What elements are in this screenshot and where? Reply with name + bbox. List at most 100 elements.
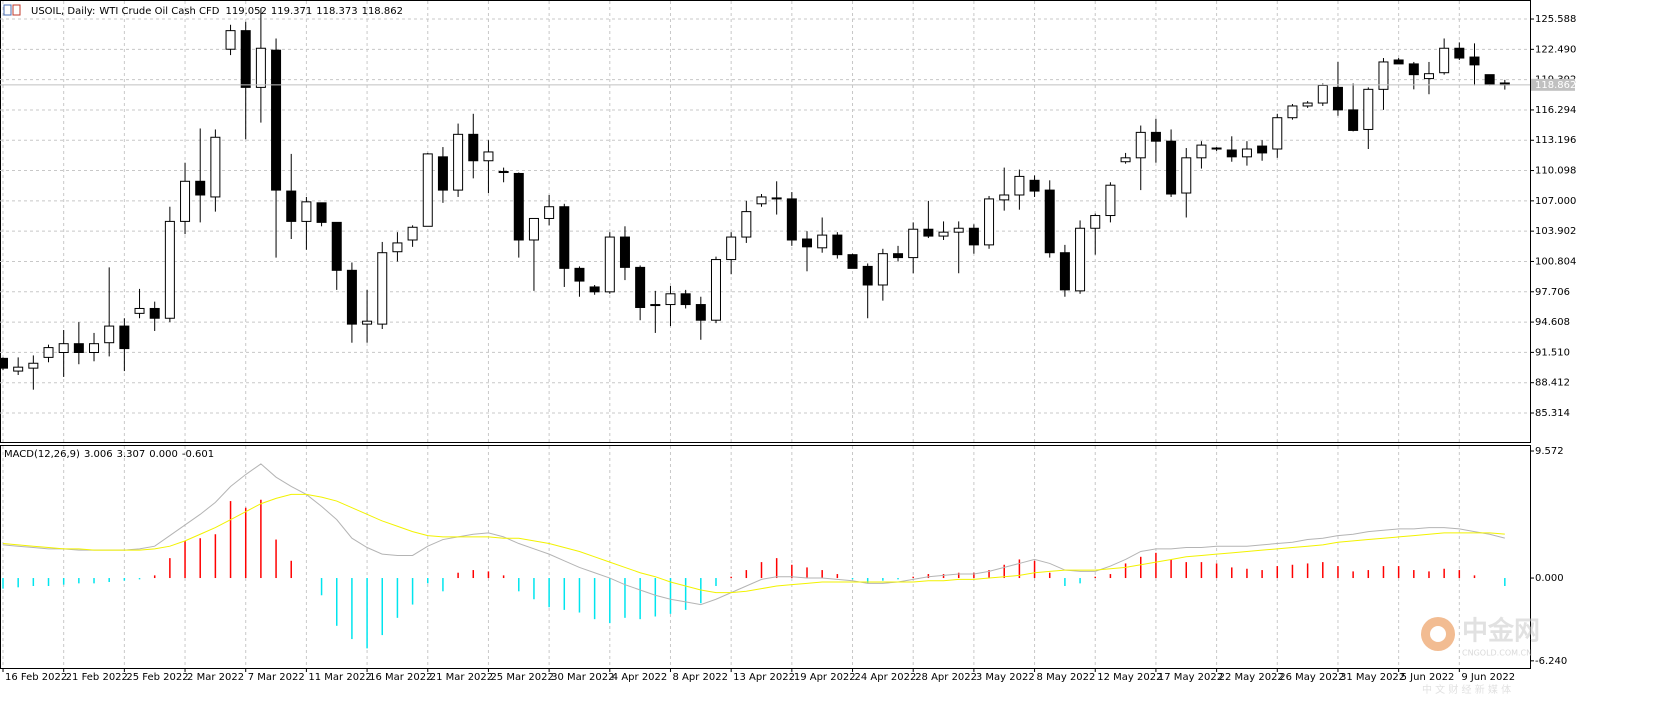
indicator-line	[2, 493, 1505, 594]
candle-body	[1393, 59, 1404, 65]
x-tick-label: 2 Mar 2022	[187, 672, 244, 683]
candle-body	[741, 211, 752, 238]
y-tick-label: 122.490	[1535, 44, 1576, 55]
candle-body	[923, 228, 934, 237]
candle-body	[301, 201, 312, 222]
candle-body	[104, 325, 115, 344]
candle-body	[528, 217, 539, 241]
x-tick-label: 25 Mar 2022	[490, 672, 553, 683]
candle-body	[498, 171, 509, 174]
candle-body	[1044, 189, 1055, 254]
current-price-label: 118.862	[1535, 80, 1576, 91]
candle-body	[240, 30, 251, 88]
candle-body	[1363, 88, 1374, 130]
x-tick-label: 26 May 2022	[1279, 672, 1344, 683]
candle-body	[1272, 117, 1283, 150]
watermark-name: 中金网	[1462, 616, 1540, 647]
candle-body	[544, 206, 555, 219]
candle-body	[893, 253, 904, 259]
header-icon	[3, 4, 12, 16]
candle-body	[984, 198, 995, 246]
x-tick-label: 19 Apr 2022	[794, 672, 856, 683]
candle-body	[908, 228, 919, 259]
macd-readout: 3.006	[84, 449, 113, 460]
y-tick-label: 107.000	[1535, 196, 1576, 207]
candle-body	[635, 266, 646, 308]
candle-body	[422, 153, 433, 227]
x-tick-label: 8 Apr 2022	[672, 672, 727, 683]
candle-body	[589, 286, 600, 293]
low-readout: 118.373	[316, 6, 357, 17]
candle-body	[771, 197, 782, 200]
candle-body	[1135, 131, 1146, 159]
candle-body	[271, 49, 282, 191]
x-tick-label: 8 May 2022	[1037, 672, 1096, 683]
candle-body	[225, 30, 236, 50]
candle-body	[453, 133, 464, 191]
description: WTI Crude Oil Cash CFD	[99, 6, 219, 17]
watermark-site: CNGOLD.COM.CN	[1462, 649, 1532, 658]
candle-body	[877, 253, 888, 286]
candle-body	[43, 347, 54, 358]
candle-body	[149, 307, 160, 319]
candle-body	[1469, 56, 1480, 66]
candle-body	[1196, 144, 1207, 159]
y-tick-label: -6.240	[1535, 656, 1567, 667]
header: USOIL, Daily: WTI Crude Oil Cash CFD 119.0…	[3, 4, 403, 460]
candle-body	[1302, 102, 1313, 107]
candle-body	[1059, 252, 1070, 291]
symbol: USOIL, Daily:	[31, 6, 95, 17]
candle-body	[968, 227, 979, 246]
candle-body	[832, 234, 843, 256]
candle-body	[286, 190, 297, 222]
x-tick-label: 21 Mar 2022	[430, 672, 493, 683]
candle-body	[73, 343, 84, 353]
candle-body	[346, 269, 357, 325]
x-tick-label: 30 Mar 2022	[551, 672, 614, 683]
candle-body	[377, 252, 388, 325]
y-tick-label: 103.902	[1535, 226, 1576, 237]
candle-body	[1332, 86, 1343, 111]
x-tick-label: 12 May 2022	[1097, 672, 1162, 683]
header-text: USOIL, Daily: WTI Crude Oil Cash CFD 119.0…	[31, 6, 403, 17]
x-tick-label: 25 Feb 2022	[126, 672, 188, 683]
candle-body	[559, 206, 570, 269]
indicator-line	[2, 463, 1505, 606]
candle-layer	[0, 8, 1530, 390]
candle-body	[953, 227, 964, 233]
candle-body	[802, 238, 813, 248]
x-tick-label: 31 May 2022	[1340, 672, 1405, 683]
candle-body	[1423, 73, 1434, 80]
candle-body	[695, 304, 706, 321]
open-readout: 119.052	[226, 6, 267, 17]
x-tick-label: 24 Apr 2022	[855, 672, 917, 683]
candle-body	[1211, 147, 1222, 150]
x-tick-label: 21 Feb 2022	[66, 672, 128, 683]
y-tick-label: 110.098	[1535, 166, 1576, 177]
candle-body	[1181, 157, 1192, 194]
candle-body	[1166, 140, 1177, 195]
candle-body	[331, 221, 342, 271]
candle-body	[1105, 184, 1116, 217]
candle-body	[726, 236, 737, 261]
candle-body	[817, 234, 828, 249]
y-tick-label: 100.804	[1535, 256, 1576, 267]
candle-body	[210, 136, 221, 198]
candle-body	[1226, 149, 1237, 158]
candle-body	[58, 343, 69, 353]
candle-body	[13, 366, 24, 372]
candle-body	[483, 151, 494, 162]
candle-body	[1257, 145, 1268, 154]
candle-body	[1439, 47, 1450, 74]
macd-readout: 0.000	[149, 449, 178, 460]
current-price-box	[1531, 78, 1575, 91]
main-panel-frame	[0, 0, 1531, 443]
candle-body	[1120, 157, 1131, 163]
watermark: 中金网 CNGOLD.COM.CN 中 文 财 经 新 媒 体	[1421, 616, 1540, 696]
x-tick-label: 16 Feb 2022	[5, 672, 67, 683]
x-tick-label: 4 Apr 2022	[612, 672, 667, 683]
candle-body	[392, 242, 403, 253]
x-tick-label: 28 Apr 2022	[915, 672, 977, 683]
